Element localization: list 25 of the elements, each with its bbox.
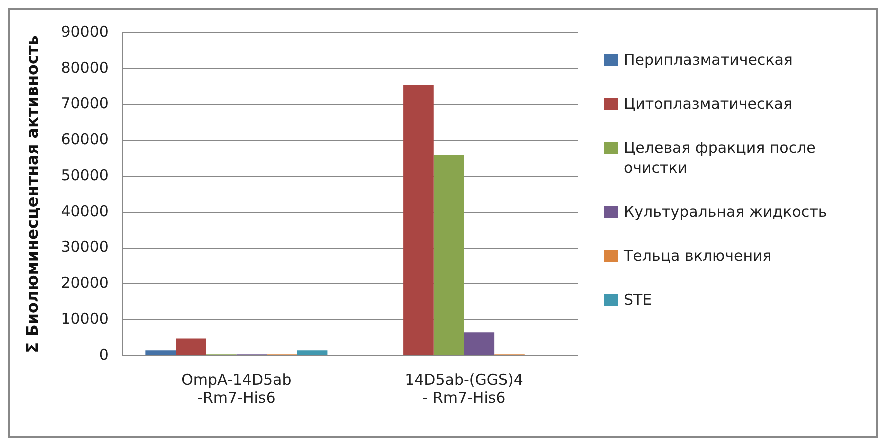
legend-label: Целевая фракция после очистки	[624, 138, 817, 178]
y-tick-label: 60000	[61, 130, 109, 149]
y-tick-label: 0	[99, 346, 109, 364]
y-tick-label: 40000	[61, 202, 109, 220]
bar	[297, 350, 328, 356]
y-tick-label: 50000	[61, 166, 109, 184]
y-tick-label: 80000	[61, 58, 109, 77]
bar	[434, 155, 464, 356]
y-tick-label: 20000	[61, 274, 109, 292]
bar	[404, 85, 434, 356]
bar	[146, 350, 176, 356]
y-tick-label: 30000	[61, 238, 109, 256]
y-tick-label: 90000	[61, 22, 109, 41]
bar	[176, 338, 206, 356]
y-tick-label: 10000	[61, 310, 109, 328]
legend-label: Культуральная жидкость	[624, 202, 828, 222]
legend-label: Периплазматическая	[624, 50, 793, 70]
legend-label: Цитоплазматическая	[624, 94, 792, 114]
y-tick-label: 70000	[61, 94, 109, 113]
y-axis-title: Σ Биолюминесцентная активность	[22, 36, 42, 354]
legend-label: Тельца включения	[624, 246, 772, 266]
bar	[464, 332, 495, 356]
x-tick-label: 14D5ab-(GGS)4 - Rm7-His6	[405, 370, 524, 407]
x-tick-label: OmpA-14D5ab -Rm7-His6	[182, 370, 292, 407]
legend-label: STE	[624, 290, 652, 310]
